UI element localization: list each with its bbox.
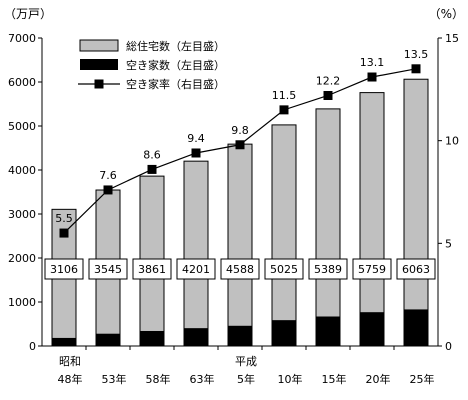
vacant-housing-bar [51, 337, 77, 347]
vacancy-rate-label: 8.6 [143, 148, 161, 161]
vacancy-rate-label: 7.6 [99, 169, 117, 182]
category-label: 58年 [146, 372, 171, 386]
vacancy-rate-label: 5.5 [55, 212, 73, 225]
vacancy-rate-marker [191, 148, 201, 158]
total-value-box [308, 258, 348, 280]
total-housing-bar [271, 124, 297, 347]
category-era-label: 平成 [235, 355, 257, 368]
total-value-label: 3545 [94, 263, 122, 276]
total-value-box [132, 258, 172, 280]
left-tick-label: 6000 [8, 76, 36, 89]
left-tick-label: 0 [29, 340, 36, 353]
vacancy-rate-label: 12.2 [316, 74, 341, 87]
data-labels: 3106 3545 3861 4201 4588 5025 5389 5759 6063 5.5 7… [44, 48, 436, 280]
left-tick-label: 7000 [8, 32, 36, 45]
total-value-box [396, 258, 436, 280]
vacant-housing-bar [227, 325, 253, 347]
total-value-box [352, 258, 392, 280]
category-label: 25年 [410, 372, 435, 386]
vacancy-rate-label: 11.5 [272, 89, 297, 102]
vacancy-rate-marker [279, 105, 289, 115]
vacant-housing-bar [315, 316, 341, 347]
vacancy-rate-marker [323, 90, 333, 100]
category-label: 63年 [190, 372, 215, 386]
vacancy-rate-marker [235, 140, 245, 150]
right-axis-unit: （%） [429, 7, 464, 21]
vacant-housing-bar [95, 333, 121, 347]
total-housing-bar [359, 92, 385, 347]
vacancy-rate-marker [59, 228, 69, 238]
total-value-label: 6063 [402, 263, 430, 276]
left-tick-label: 5000 [8, 120, 36, 133]
category-label: 15年 [322, 372, 347, 386]
total-housing-bar [315, 108, 341, 347]
total-value-label: 3106 [50, 263, 78, 276]
left-tick-label: 3000 [8, 208, 36, 221]
right-tick-label: 0 [445, 340, 452, 353]
vacant-housing-bar [183, 328, 209, 347]
right-tick-label: 10 [445, 135, 459, 148]
category-label: 53年 [102, 372, 127, 386]
total-housing-bar [183, 160, 209, 347]
total-value-box [44, 258, 84, 280]
total-value-label: 4588 [226, 263, 254, 276]
total-value-label: 3861 [138, 263, 166, 276]
legend-marker-rate [94, 79, 104, 89]
legend-label-rate: 空き家率（右目盛） [126, 77, 225, 91]
vacancy-rate-marker [147, 164, 157, 174]
total-value-box [88, 258, 128, 280]
vacancy-rate-marker [411, 64, 421, 74]
category-label: 10年 [278, 372, 303, 386]
left-tick-label: 2000 [8, 252, 36, 265]
vacancy-rate-marker [103, 185, 113, 195]
total-value-label: 4201 [182, 263, 210, 276]
axes: 0 1000 2000 3000 4000 5000 6000 7000 （万戸） 0 5 10 15 （… [4, 7, 464, 386]
total-value-label: 5759 [358, 263, 386, 276]
vacant-housing-bar [139, 330, 165, 347]
vacancy-rate-marker [367, 72, 377, 82]
legend-swatch-total [79, 39, 119, 52]
legend-swatch-vacant [80, 59, 118, 70]
category-era-label: 昭和 [59, 355, 81, 368]
vacancy-rate-label: 9.4 [187, 132, 205, 145]
total-value-box [264, 258, 304, 280]
total-value-label: 5025 [270, 263, 298, 276]
vacancy-rate-label: 13.1 [360, 56, 385, 69]
left-tick-label: 4000 [8, 164, 36, 177]
vacant-housing-bar [359, 312, 385, 347]
category-label: 20年 [366, 372, 391, 386]
left-tick-label: 1000 [8, 296, 36, 309]
vacant-housing-bar [271, 320, 297, 347]
vacancy-rate-label: 9.8 [231, 124, 249, 137]
total-value-box [220, 258, 260, 280]
category-label: 48年 [58, 372, 83, 386]
category-label: 5年 [237, 372, 255, 386]
bars [51, 78, 429, 347]
total-value-label: 5389 [314, 263, 342, 276]
left-axis-unit: （万戸） [4, 7, 52, 21]
legend: 総住宅数（左目盛） 空き家数（左目盛） 空き家率（右目盛） [78, 39, 225, 91]
vacant-housing-bar [403, 309, 429, 347]
right-tick-label: 5 [445, 237, 452, 250]
legend-label-total: 総住宅数（左目盛） [126, 39, 225, 53]
total-housing-bar [227, 143, 253, 347]
total-housing-bar [403, 78, 429, 347]
vacancy-rate-label: 13.5 [404, 48, 429, 61]
total-value-box [176, 258, 216, 280]
right-tick-label: 15 [445, 32, 459, 45]
legend-label-vacant: 空き家数（左目盛） [126, 58, 225, 72]
rate-line [59, 64, 421, 238]
